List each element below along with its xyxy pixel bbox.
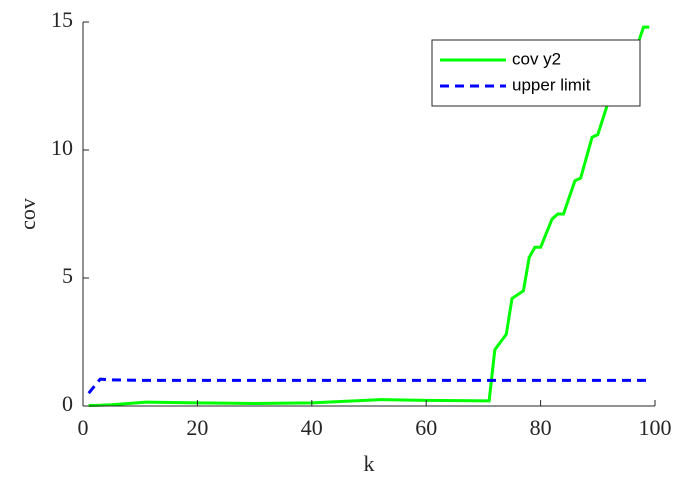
y-tick-label: 5 [62, 263, 73, 288]
x-axis-label: k [364, 451, 375, 476]
legend-label: upper limit [512, 75, 591, 94]
x-tick-label: 80 [530, 415, 552, 440]
x-tick-label: 40 [301, 415, 323, 440]
legend-label: cov y2 [512, 49, 561, 68]
x-tick-label: 100 [639, 415, 672, 440]
x-tick-label: 20 [186, 415, 208, 440]
y-tick-label: 0 [62, 391, 73, 416]
y-axis-label: cov [15, 198, 40, 230]
y-tick-label: 15 [51, 7, 73, 32]
x-tick-label: 60 [415, 415, 437, 440]
series-line [87, 377, 650, 395]
legend-box [431, 39, 641, 107]
y-tick-label: 10 [51, 135, 73, 160]
x-tick-label: 0 [78, 415, 89, 440]
